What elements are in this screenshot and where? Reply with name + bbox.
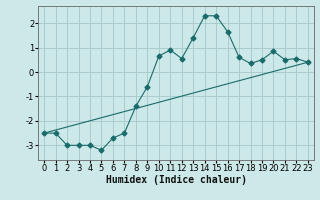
X-axis label: Humidex (Indice chaleur): Humidex (Indice chaleur) — [106, 175, 246, 185]
